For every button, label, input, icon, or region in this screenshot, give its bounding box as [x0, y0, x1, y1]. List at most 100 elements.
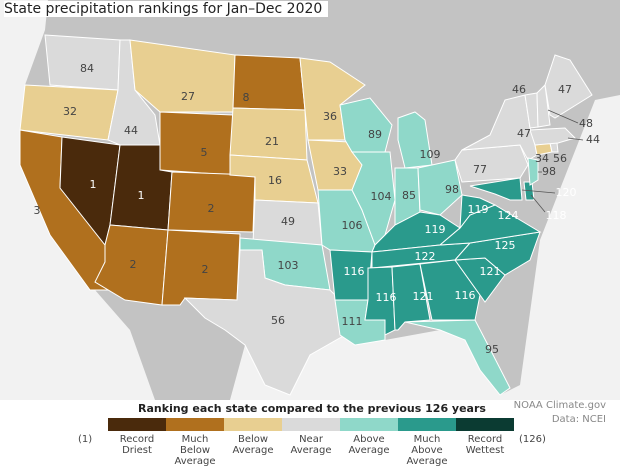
legend-label: Much Above Average	[406, 434, 448, 467]
legend-swatch	[224, 418, 282, 431]
title: State precipitation rankings for Jan–Dec…	[4, 1, 329, 17]
rank-label: 16	[268, 174, 282, 187]
rank-label: 121	[413, 290, 434, 303]
state	[529, 127, 576, 146]
rank-label: 2	[130, 258, 137, 271]
legend-label: Below Average	[232, 434, 274, 456]
state	[549, 142, 559, 153]
atlantic-gulf	[230, 95, 620, 400]
state	[229, 107, 308, 161]
state	[459, 194, 497, 230]
legend-item: Below Average	[224, 418, 282, 467]
leader-line	[547, 109, 579, 124]
rank-label: 21	[265, 135, 279, 148]
rank-label: 47	[558, 83, 572, 96]
state	[167, 171, 256, 233]
rank-label: 27	[181, 90, 195, 103]
rank-label: 116	[344, 265, 365, 278]
legend-label: Record Driest	[119, 434, 155, 456]
legend-swatch	[166, 418, 224, 431]
rank-label: 125	[495, 239, 516, 252]
legend-item: Above Average	[340, 418, 398, 467]
legend: Record Driest Much Below Average Below Ave…	[108, 418, 514, 467]
rank-label: 119	[468, 203, 489, 216]
rank-label: 2	[208, 202, 215, 215]
leader-line	[567, 137, 584, 141]
legend-min: (1)	[78, 434, 93, 445]
rank-label: 36	[323, 110, 337, 123]
legend-item: Much Above Average	[398, 418, 456, 467]
state	[469, 177, 523, 201]
states	[19, 34, 593, 396]
rank-label: 98	[542, 165, 556, 178]
legend-label: Above Average	[348, 434, 390, 456]
rank-label: 85	[402, 189, 416, 202]
state	[417, 159, 463, 216]
rank-label: 119	[425, 223, 446, 236]
rank-label: 8	[243, 91, 250, 104]
rank-label: 56	[553, 152, 567, 165]
rank-label: 111	[342, 315, 363, 328]
rank-label: 118	[546, 209, 567, 222]
leader-line	[521, 189, 556, 194]
rank-label: 106	[342, 219, 363, 232]
rank-label: 103	[278, 259, 299, 272]
rank-label: 89	[368, 128, 382, 141]
rank-label: 34	[535, 152, 549, 165]
state	[527, 157, 539, 186]
pacific-ocean	[0, 0, 155, 400]
rank-label: 1	[138, 189, 145, 202]
rank-label: 5	[201, 146, 208, 159]
legend-title: Ranking each state compared to the previ…	[138, 402, 486, 415]
rank-label: 116	[455, 289, 476, 302]
leader-line	[530, 194, 546, 213]
rank-label: 121	[480, 265, 501, 278]
state	[129, 39, 236, 113]
rank-label: 44	[124, 124, 138, 137]
rank-label: 33	[333, 165, 347, 178]
state	[94, 224, 169, 306]
rank-label: 2	[202, 263, 209, 276]
rank-label: 116	[376, 291, 397, 304]
rank-label: 120	[556, 186, 577, 199]
rank-label: 46	[512, 83, 526, 96]
legend-max: (126)	[519, 434, 546, 445]
legend-swatch	[456, 418, 514, 431]
rank-label: 3	[34, 204, 41, 217]
state	[544, 54, 593, 119]
state	[404, 319, 511, 396]
legend-swatch	[340, 418, 398, 431]
legend-item: Record Wettest	[456, 418, 514, 467]
state	[183, 249, 346, 396]
credit: Data: NCEI	[551, 414, 606, 425]
rank-label: 32	[63, 105, 77, 118]
rank-label: 1	[90, 178, 97, 191]
rank-label: 124	[498, 209, 519, 222]
legend-swatch	[108, 418, 166, 431]
legend-label: Record Wettest	[465, 434, 505, 456]
credit: NOAA Climate.gov	[513, 400, 606, 411]
rank-label: 56	[271, 314, 285, 327]
legend-item: Near Average	[282, 418, 340, 467]
rank-label: 49	[281, 215, 295, 228]
rank-label: 122	[415, 250, 436, 263]
state	[159, 111, 234, 176]
rank-label: 98	[445, 183, 459, 196]
rank-label: 104	[371, 190, 392, 203]
state	[536, 83, 551, 128]
rank-label: 44	[586, 133, 600, 146]
state	[454, 144, 529, 183]
rank-label: 77	[473, 163, 487, 176]
legend-label: Near Average	[290, 434, 332, 456]
rank-label: 47	[517, 127, 531, 140]
rank-label: 95	[485, 343, 499, 356]
legend-item: Record Driest	[108, 418, 166, 467]
leader-lines	[521, 109, 584, 213]
legend-swatch	[398, 418, 456, 431]
rank-label: 48	[579, 117, 593, 130]
legend-swatch	[282, 418, 340, 431]
state	[419, 259, 481, 321]
